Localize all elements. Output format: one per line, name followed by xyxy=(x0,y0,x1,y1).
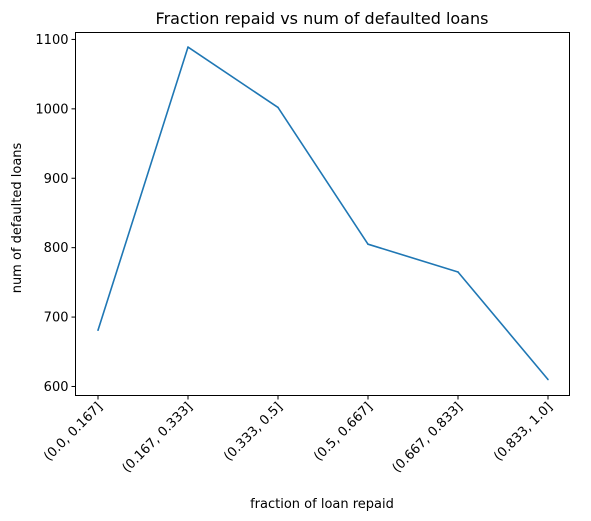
y-axis: 600 700 800 900 1000 1100 xyxy=(35,33,76,395)
y-tick-label: 1100 xyxy=(35,33,68,48)
data-point xyxy=(187,46,189,48)
data-point xyxy=(277,106,279,109)
data-point xyxy=(547,378,549,381)
x-axis: (0.0, 0.167] (0.167, 0.333] (0.333, 0.5] (0… xyxy=(41,395,556,476)
y-axis-label: num of defaulted loans xyxy=(10,142,25,293)
data-point xyxy=(367,243,369,245)
x-axis-label: fraction of loan repaid xyxy=(250,497,394,512)
x-tick-label: (0.5, 0.667] xyxy=(311,400,376,465)
y-tick-label: 800 xyxy=(44,241,69,256)
series-line xyxy=(97,46,549,381)
y-tick-label: 1000 xyxy=(35,102,68,117)
x-tick-label: (0.0, 0.167] xyxy=(41,400,106,465)
data-point xyxy=(97,329,99,332)
data-point xyxy=(457,271,459,273)
x-tick-label: (0.667, 0.833] xyxy=(390,400,466,476)
chart-title: Fraction repaid vs num of defaulted loan… xyxy=(156,9,489,28)
x-tick-label: (0.833, 1.0] xyxy=(491,400,556,465)
x-tick-label: (0.167, 0.333] xyxy=(120,400,196,476)
y-tick-label: 900 xyxy=(44,172,69,187)
plot-area xyxy=(75,32,570,396)
y-tick-label: 600 xyxy=(44,380,69,395)
y-tick-label: 700 xyxy=(44,311,69,326)
x-tick-label: (0.333, 0.5] xyxy=(221,400,286,465)
